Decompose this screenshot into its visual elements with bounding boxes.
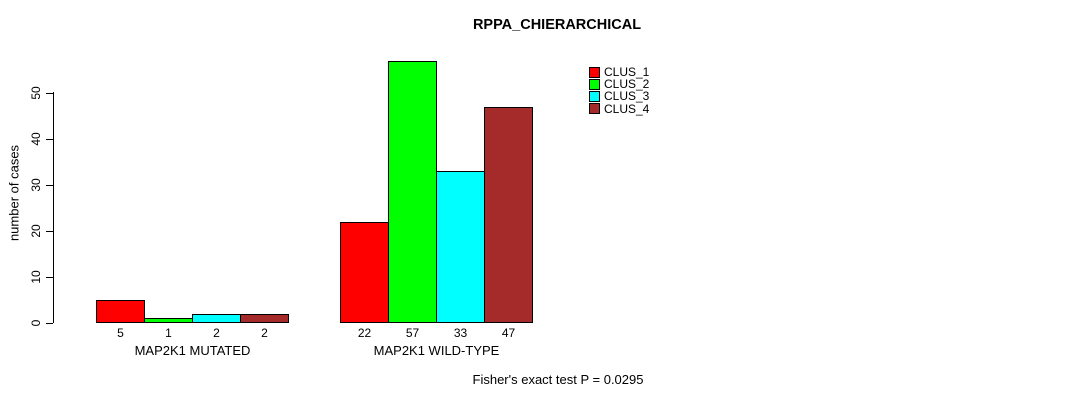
legend-item-clus_3: CLUS_3 [589, 90, 649, 102]
y-tick-mark [46, 322, 53, 324]
bar-clus_3-group2 [436, 171, 485, 323]
group-label: MAP2K1 MUTATED [134, 343, 251, 358]
group-label: MAP2K1 WILD-TYPE [373, 343, 500, 358]
legend-color-swatch [589, 103, 600, 115]
y-tick-mark [46, 92, 53, 94]
legend-item-clus_2: CLUS_2 [589, 78, 649, 90]
y-tick-label: 30 [29, 178, 43, 192]
bar-value-label: 1 [165, 326, 172, 340]
legend-label: CLUS_3 [604, 89, 650, 104]
y-tick-mark [46, 276, 53, 278]
bar-value-label: 33 [453, 326, 468, 340]
y-tick-mark [46, 138, 53, 140]
legend-label: CLUS_2 [604, 77, 650, 92]
bar-clus_2-group1 [144, 318, 193, 323]
bar-clus_4-group1 [240, 314, 289, 323]
legend-color-swatch [589, 66, 600, 78]
bar-clus_3-group1 [192, 314, 241, 323]
y-tick-label: 50 [29, 86, 43, 100]
y-tick-mark [46, 184, 53, 186]
legend-color-swatch [589, 78, 600, 90]
legend-item-clus_1: CLUS_1 [589, 66, 649, 78]
bar-value-label: 2 [213, 326, 220, 340]
bar-value-label: 5 [117, 326, 124, 340]
bar-value-label: 47 [501, 326, 516, 340]
bar-clus_1-group2 [340, 222, 389, 323]
legend-label: CLUS_4 [604, 101, 650, 116]
legend-color-swatch [589, 90, 600, 102]
y-tick-label: 0 [29, 319, 43, 327]
y-axis-label: number of cases [6, 144, 22, 242]
y-tick-label: 40 [29, 132, 43, 146]
bar-clus_1-group1 [96, 300, 145, 323]
legend-label: CLUS_1 [604, 65, 650, 79]
bar-value-label: 57 [405, 326, 420, 340]
fisher-test-annotation: Fisher's exact test P = 0.0295 [472, 372, 644, 387]
y-axis-line [53, 92, 54, 323]
bar-clus_4-group2 [484, 107, 533, 323]
y-tick-label: 20 [29, 224, 43, 238]
bar-value-label: 2 [261, 326, 268, 340]
y-tick-label: 10 [29, 270, 43, 284]
bar-value-label: 22 [357, 326, 372, 340]
bar-clus_2-group2 [388, 61, 437, 323]
legend-item-clus_4: CLUS_4 [589, 103, 649, 115]
y-tick-mark [46, 230, 53, 232]
chart-title: RPPA_CHIERARCHICAL [472, 17, 642, 33]
